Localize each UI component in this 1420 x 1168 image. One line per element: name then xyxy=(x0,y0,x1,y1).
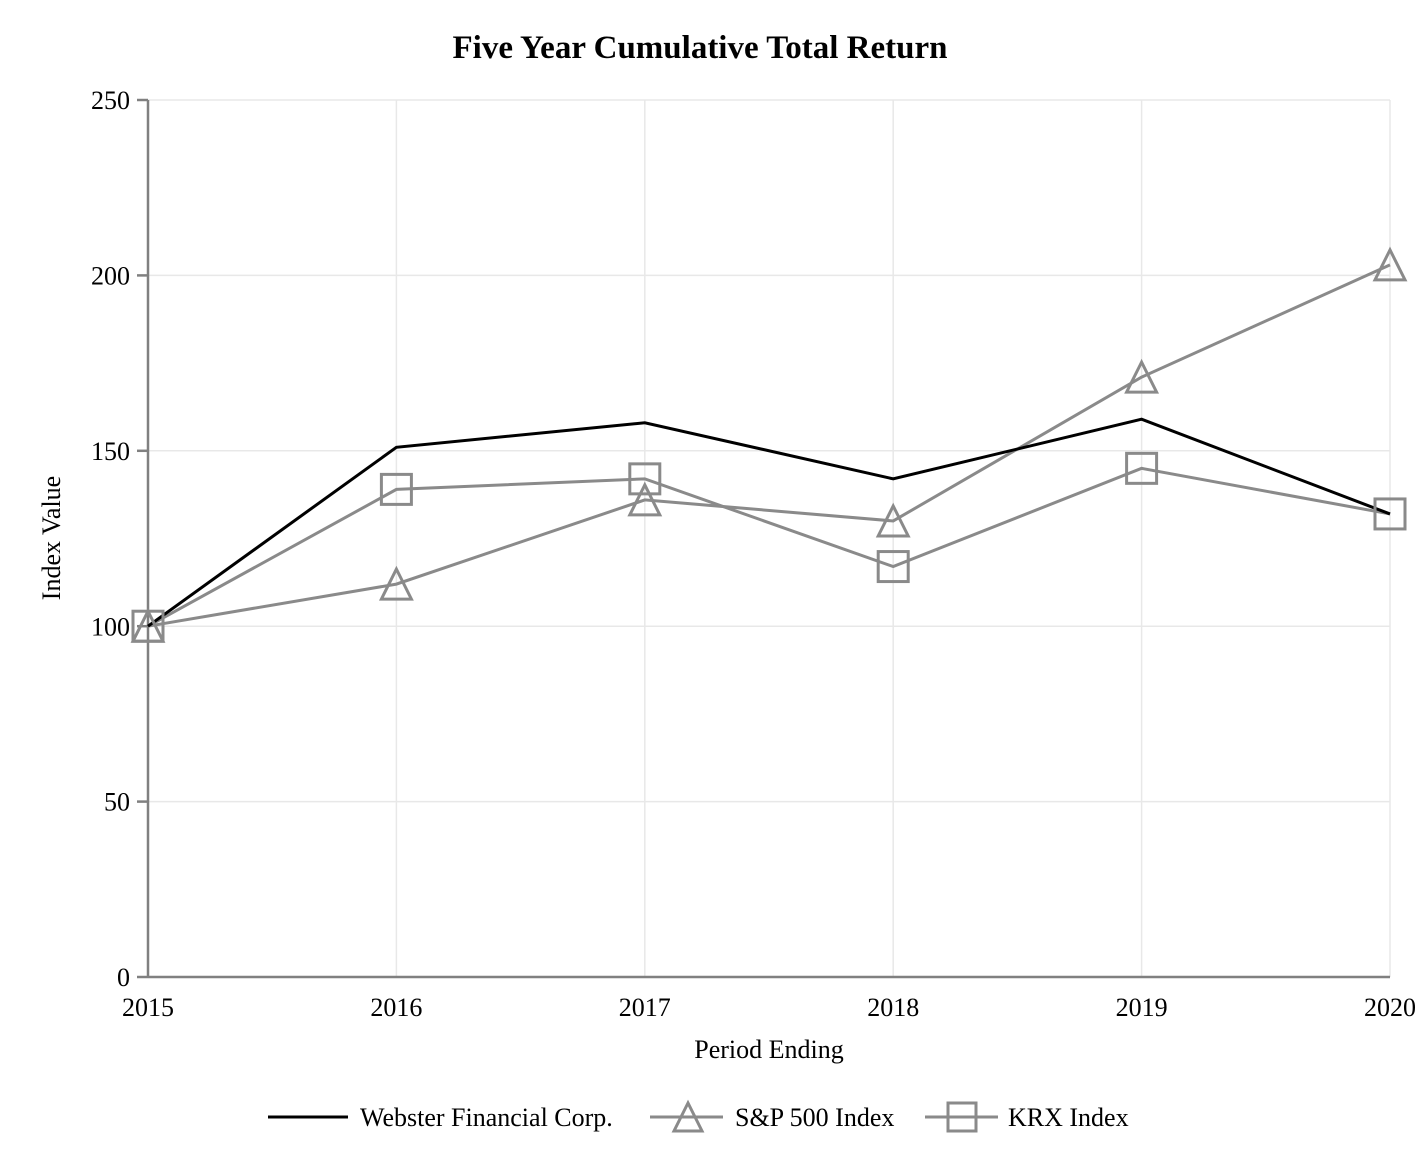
x-tick-label-2016: 2016 xyxy=(370,993,422,1022)
marker-triangle-s-p-500-index-2018 xyxy=(875,502,911,538)
legend: Webster Financial Corp. S&P 500 Index KR… xyxy=(268,1099,1129,1133)
y-tick-label-150: 150 xyxy=(91,437,130,466)
y-tick-label-100: 100 xyxy=(91,612,130,641)
legend-label-krx: KRX Index xyxy=(1008,1103,1129,1132)
legend-square-marker-icon xyxy=(946,1101,978,1133)
y-tick-label-50: 50 xyxy=(104,788,130,817)
series-lines xyxy=(130,246,1408,643)
x-tick-label-2015: 2015 xyxy=(122,993,174,1022)
marker-square-krx-index-2016 xyxy=(379,472,413,506)
marker-square-krx-index-2019 xyxy=(1125,451,1159,485)
chart-title: Five Year Cumulative Total Return xyxy=(453,30,948,66)
series-line-s-p-500-index xyxy=(147,263,1391,628)
marker-triangle-s-p-500-index-2017 xyxy=(627,481,663,517)
marker-triangle-s-p-500-index-2020 xyxy=(1372,246,1408,282)
legend-label-webster: Webster Financial Corp. xyxy=(360,1103,613,1132)
marker-square-krx-index-2020 xyxy=(1373,497,1407,531)
y-tick-label-0: 0 xyxy=(117,963,130,992)
marker-triangle-s-p-500-index-2015 xyxy=(130,607,166,643)
x-axis-title: Period Ending xyxy=(694,1035,844,1064)
x-tick-label-2019: 2019 xyxy=(1116,993,1168,1022)
x-tick-label-2018: 2018 xyxy=(867,993,919,1022)
series-line-webster-financial-corp xyxy=(147,417,1391,628)
legend-label-sp500: S&P 500 Index xyxy=(735,1103,894,1132)
marker-square-krx-index-2017 xyxy=(628,462,662,496)
gridlines xyxy=(148,99,1391,977)
x-tick-labels: 2015 2016 2017 2018 2019 2020 xyxy=(122,993,1416,1022)
marker-square-krx-index-2018 xyxy=(876,550,910,584)
legend-triangle-marker-icon xyxy=(671,1099,705,1133)
legend-item-sp500-index: S&P 500 Index xyxy=(650,1099,894,1133)
y-axis-title: Index Value xyxy=(37,476,66,600)
axes xyxy=(137,98,1390,979)
legend-item-krx-index: KRX Index xyxy=(925,1101,1129,1133)
y-tick-label-250: 250 xyxy=(91,86,130,115)
series-line-krx-index xyxy=(147,466,1391,628)
y-tick-labels: 0 50 100 150 200 250 xyxy=(91,86,130,992)
x-tick-label-2017: 2017 xyxy=(619,993,671,1022)
x-tick-label-2020: 2020 xyxy=(1364,993,1416,1022)
marker-triangle-s-p-500-index-2019 xyxy=(1124,358,1160,394)
legend-item-webster-financial-corp: Webster Financial Corp. xyxy=(268,1103,613,1132)
y-tick-label-200: 200 xyxy=(91,262,130,291)
marker-triangle-s-p-500-index-2016 xyxy=(378,565,414,601)
